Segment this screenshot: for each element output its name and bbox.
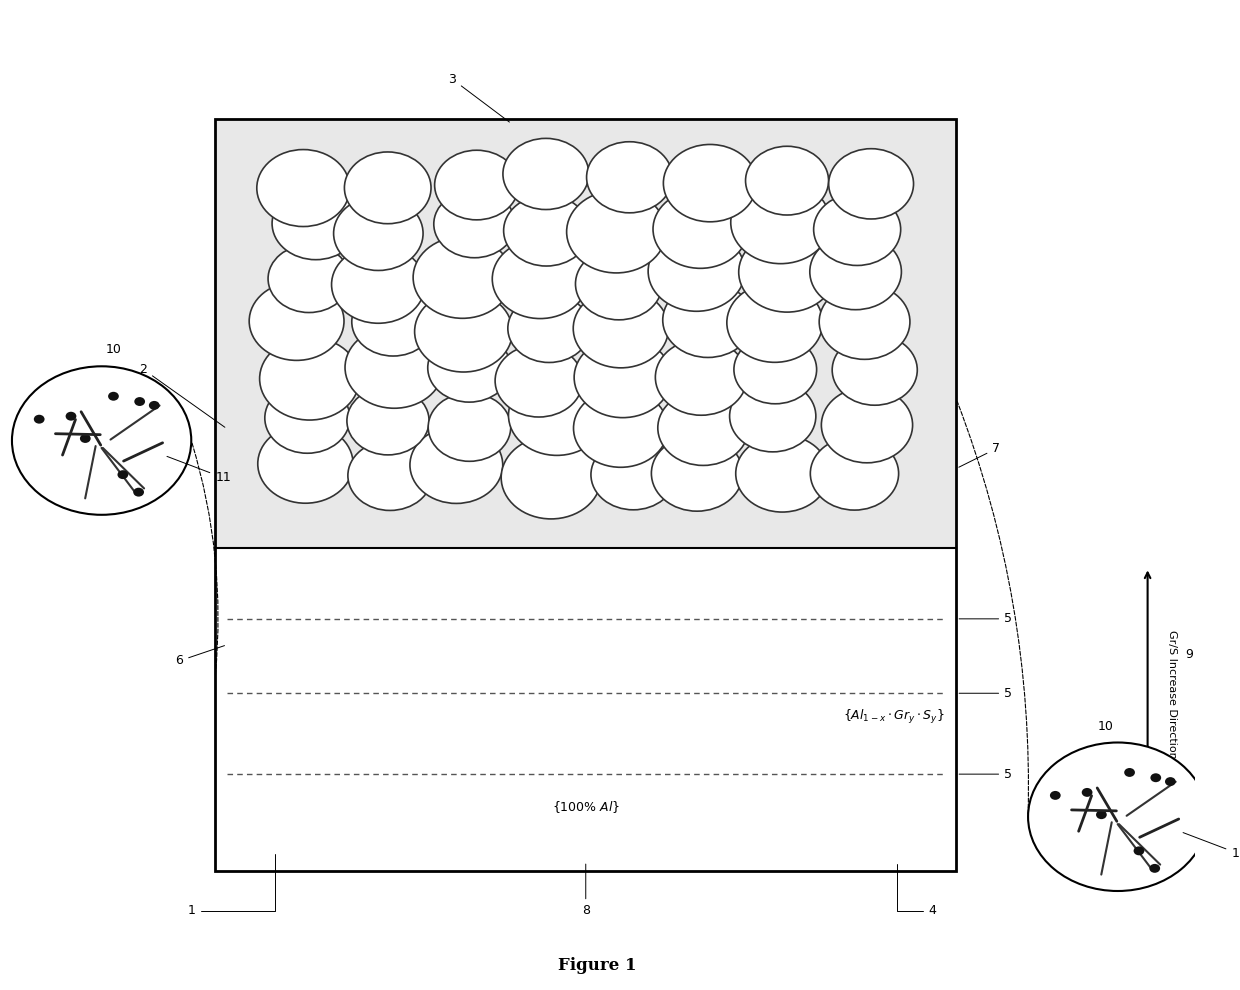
Circle shape <box>828 148 914 219</box>
Circle shape <box>108 392 119 401</box>
Circle shape <box>813 193 900 265</box>
Circle shape <box>730 181 831 263</box>
Text: 5: 5 <box>959 687 1012 700</box>
Circle shape <box>657 390 749 465</box>
Text: 5: 5 <box>959 767 1012 781</box>
Circle shape <box>656 340 746 415</box>
Circle shape <box>567 191 666 273</box>
Circle shape <box>727 283 822 362</box>
Text: 4: 4 <box>897 864 936 918</box>
Circle shape <box>410 427 502 504</box>
Circle shape <box>345 327 444 408</box>
Circle shape <box>810 234 901 310</box>
Circle shape <box>348 441 433 511</box>
Circle shape <box>587 142 672 213</box>
Circle shape <box>653 190 748 268</box>
Text: 2: 2 <box>140 363 224 428</box>
Text: 10: 10 <box>1097 720 1114 733</box>
Circle shape <box>428 393 511 461</box>
Circle shape <box>149 401 160 410</box>
Circle shape <box>649 231 745 311</box>
Circle shape <box>1050 791 1060 800</box>
Text: $\{Al_{1-x}\cdot Gr_y\cdot S_y\}$: $\{Al_{1-x}\cdot Gr_y\cdot S_y\}$ <box>843 708 945 726</box>
Circle shape <box>331 246 425 324</box>
Circle shape <box>503 195 589 266</box>
Text: 8: 8 <box>582 864 590 918</box>
Text: 11: 11 <box>167 456 231 484</box>
Circle shape <box>574 338 671 418</box>
Circle shape <box>821 387 913 462</box>
Circle shape <box>249 282 343 360</box>
Circle shape <box>434 190 515 257</box>
Circle shape <box>347 387 429 454</box>
Text: 6: 6 <box>175 645 224 667</box>
Circle shape <box>1166 777 1176 786</box>
Circle shape <box>735 435 828 512</box>
Circle shape <box>12 366 191 515</box>
Circle shape <box>729 380 816 451</box>
Circle shape <box>265 383 350 453</box>
Circle shape <box>413 237 512 319</box>
Circle shape <box>1149 864 1161 873</box>
FancyBboxPatch shape <box>216 547 956 871</box>
Circle shape <box>66 412 77 421</box>
Circle shape <box>1133 846 1145 855</box>
Text: 1: 1 <box>187 854 275 918</box>
Text: Figure 1: Figure 1 <box>558 956 637 974</box>
Text: 9: 9 <box>1185 648 1193 661</box>
Circle shape <box>352 287 434 356</box>
Circle shape <box>651 436 743 511</box>
Circle shape <box>345 151 432 224</box>
Circle shape <box>820 284 910 359</box>
Circle shape <box>1028 742 1208 891</box>
Circle shape <box>435 150 518 220</box>
Circle shape <box>574 389 668 467</box>
Circle shape <box>134 397 145 406</box>
Circle shape <box>508 294 590 362</box>
Text: 5: 5 <box>959 613 1012 626</box>
FancyBboxPatch shape <box>216 119 956 547</box>
Circle shape <box>118 470 128 479</box>
Text: $\{100\%\ Al\}$: $\{100\%\ Al\}$ <box>552 799 620 815</box>
Circle shape <box>573 289 668 368</box>
Circle shape <box>272 187 360 259</box>
Circle shape <box>1151 773 1161 782</box>
Circle shape <box>501 437 601 519</box>
Circle shape <box>428 334 511 402</box>
Circle shape <box>79 434 91 443</box>
Circle shape <box>257 149 350 227</box>
Circle shape <box>734 336 817 404</box>
Circle shape <box>33 415 45 424</box>
Circle shape <box>259 338 360 420</box>
Circle shape <box>492 240 588 319</box>
Text: 10: 10 <box>105 344 122 356</box>
Circle shape <box>1096 810 1107 819</box>
Circle shape <box>591 440 676 510</box>
Circle shape <box>662 283 753 357</box>
Circle shape <box>268 245 350 313</box>
Bar <box>216 119 956 871</box>
Circle shape <box>133 488 144 497</box>
Text: 7: 7 <box>959 443 1001 467</box>
Text: 11: 11 <box>1183 833 1240 860</box>
Circle shape <box>663 145 756 222</box>
Circle shape <box>745 147 828 215</box>
Circle shape <box>258 425 353 503</box>
Circle shape <box>334 196 423 270</box>
Circle shape <box>1125 768 1135 777</box>
Circle shape <box>414 291 512 372</box>
Circle shape <box>508 375 605 455</box>
Text: Gr/S Increase Direction: Gr/S Increase Direction <box>1167 631 1177 759</box>
Circle shape <box>1081 788 1092 797</box>
Circle shape <box>495 345 583 417</box>
Circle shape <box>810 437 899 510</box>
Circle shape <box>832 335 918 405</box>
Circle shape <box>739 232 836 312</box>
Circle shape <box>575 248 662 320</box>
Circle shape <box>503 139 589 210</box>
Text: 3: 3 <box>449 72 510 122</box>
